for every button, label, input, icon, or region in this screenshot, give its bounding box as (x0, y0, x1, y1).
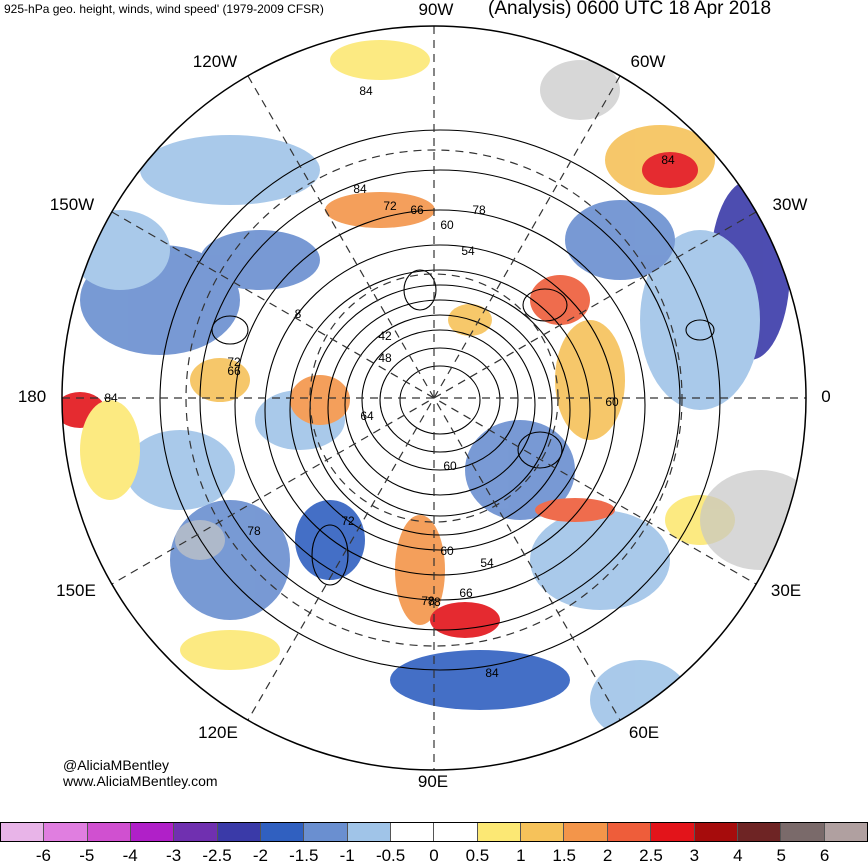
colorbar-tick-label: 2 (602, 846, 613, 865)
colorbar-tick-label: 1.5 (552, 846, 577, 865)
contour-label: 8 (295, 307, 302, 321)
lon-label-0: 0 (821, 387, 831, 406)
contour-label: 66 (227, 364, 241, 378)
contour-label: 66 (410, 203, 424, 217)
contour-label: 64 (360, 409, 374, 423)
lon-label-120w: 120W (192, 52, 238, 71)
colorbar-tick-label: -3 (166, 846, 182, 865)
colorbar-tick-label: 2.5 (639, 846, 663, 865)
lon-label-90w: 90W (418, 0, 454, 19)
contour-label: 78 (427, 595, 441, 609)
contour-label: 84 (104, 391, 118, 405)
colorbar-tick-label: -2 (252, 846, 268, 865)
colorbar-swatch (477, 823, 522, 841)
colorbar-swatch (347, 823, 392, 841)
colorbar-tick-label: -1 (339, 846, 355, 865)
contour-label: 72 (383, 199, 397, 213)
credit-handle: @AliciaMBentley (63, 757, 170, 773)
lon-label-180: 180 (17, 387, 47, 406)
lon-label-60w: 60W (630, 52, 666, 71)
colorbar-tick-label: -6 (35, 846, 51, 865)
colorbar-tick-label: 6 (819, 846, 830, 865)
contour-label: 42 (378, 329, 392, 343)
contour-label: 60 (443, 459, 457, 473)
colorbar-swatch (87, 823, 132, 841)
colorbar-tick-label: -0.5 (375, 846, 406, 865)
contour-label: 84 (359, 84, 373, 98)
contour-label: 84 (661, 153, 675, 167)
colorbar-swatch (391, 823, 435, 841)
colorbar-swatch (824, 823, 867, 841)
colorbar-swatch (44, 823, 88, 841)
colorbar-tick-label: 1 (516, 846, 526, 865)
colorbar-swatch (261, 823, 305, 841)
colorbar-swatch (521, 823, 565, 841)
colorbar-swatch (434, 823, 478, 841)
colorbar (0, 822, 868, 842)
colorbar-tick-label: 0 (429, 846, 439, 865)
colorbar-tick-label: -5 (79, 846, 95, 865)
contour-label: 78 (421, 594, 435, 608)
contour-label: 72 (341, 514, 355, 528)
colorbar-tick-label: 0.5 (465, 846, 490, 865)
colorbar-ticks: -6 -5 -4 -3 -2.5 -2 -1.5 -1 -0.5 0 0.5 1 1.5 2 2.5 3 4 5 6 (0, 846, 868, 866)
colorbar-tick-label: 3 (689, 846, 700, 865)
colorbar-swatch (781, 823, 825, 841)
lon-label-30e: 30E (770, 581, 802, 600)
map-product-title: 925-hPa geo. height, winds, wind speed' … (4, 2, 324, 16)
contour-label: 54 (461, 244, 475, 258)
colorbar-tick-label: -1.5 (289, 846, 319, 865)
colorbar-tick-label: 5 (776, 846, 786, 865)
contour-label: 66 (459, 586, 473, 600)
contour-label: 78 (472, 203, 486, 217)
colorbar-swatch (737, 823, 782, 841)
colorbar-tick-label: -4 (122, 846, 138, 865)
colorbar-swatch (304, 823, 348, 841)
lon-label-60e: 60E (628, 723, 660, 742)
contour-label: 60 (605, 395, 619, 409)
colorbar-tick-label: -2.5 (202, 846, 232, 865)
colorbar-swatch (694, 823, 738, 841)
contour-label: 60 (440, 544, 454, 558)
contour-label: 84 (485, 666, 499, 680)
lon-label-150e: 150E (56, 581, 96, 600)
colorbar-swatch (217, 823, 262, 841)
lon-label-30w: 30W (772, 195, 808, 214)
contour-label: 48 (378, 351, 392, 365)
colorbar-tick-label: 4 (733, 846, 743, 865)
colorbar-swatch (1, 823, 45, 841)
contour-label: 78 (247, 524, 261, 538)
contour-label: 84 (353, 182, 367, 196)
lon-label-90e: 90E (417, 772, 449, 791)
contour-label: 72 (227, 355, 241, 369)
credit-website: www.AliciaMBentley.com (63, 773, 218, 789)
contour-label: 60 (440, 218, 454, 232)
lon-label-150w: 150W (49, 195, 95, 214)
colorbar-swatch (174, 823, 218, 841)
map-disk (62, 26, 806, 770)
colorbar-swatch (651, 823, 695, 841)
map-valid-time: (Analysis) 0600 UTC 18 Apr 2018 (488, 0, 772, 19)
colorbar-swatch (131, 823, 175, 841)
colorbar-swatch (564, 823, 608, 841)
contour-label: 54 (480, 556, 494, 570)
colorbar-swatch (607, 823, 652, 841)
lon-label-120e: 120E (198, 723, 238, 742)
